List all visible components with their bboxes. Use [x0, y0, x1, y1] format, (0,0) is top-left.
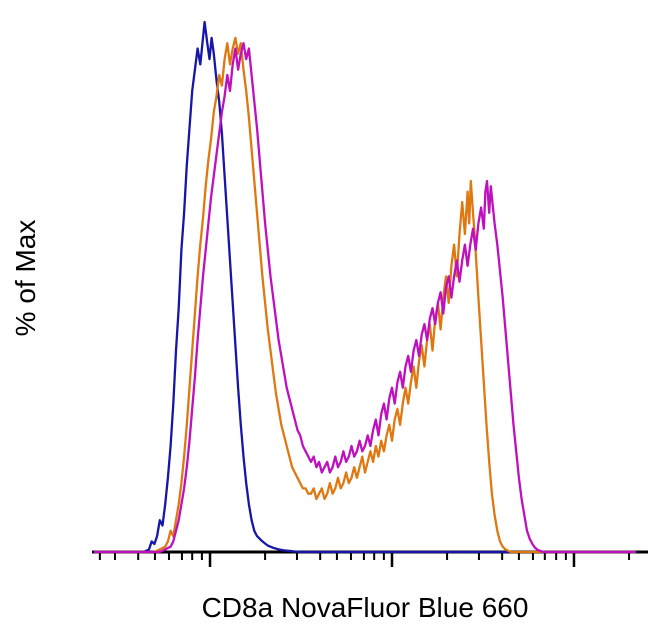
series-blue-line [93, 20, 637, 554]
x-axis-label: CD8a NovaFluor Blue 660 [201, 592, 529, 623]
series-orange-line [93, 36, 637, 554]
series-magenta-line [93, 42, 637, 554]
